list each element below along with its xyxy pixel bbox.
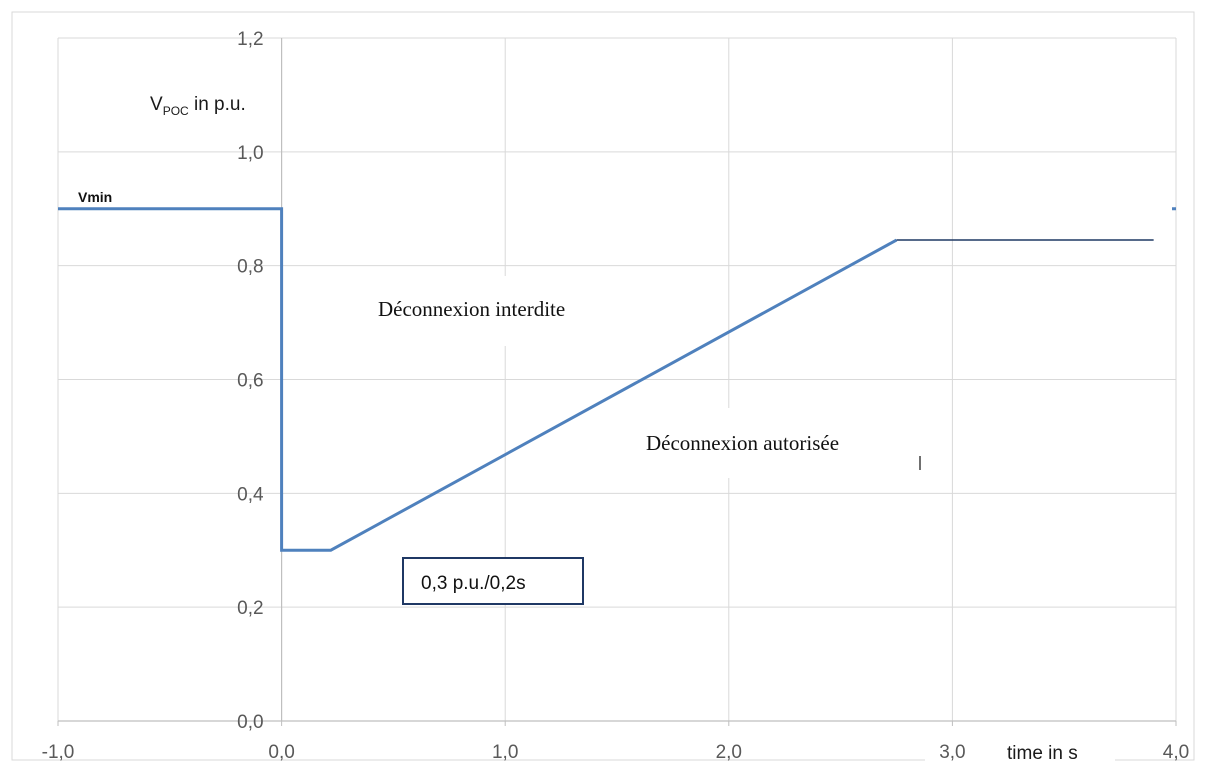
vmin-label: Vmin bbox=[78, 189, 112, 205]
forbidden-zone-label: Déconnexion interdite bbox=[378, 297, 565, 321]
y-tick-label: 1,2 bbox=[237, 29, 263, 50]
slope-annotation-text: 0,3 p.u./0,2s bbox=[421, 573, 526, 594]
x-axis-label: time in s bbox=[1007, 743, 1078, 764]
x-tick-label: 4,0 bbox=[1163, 742, 1189, 763]
x-tick-label: 3,0 bbox=[939, 742, 965, 763]
x-tick-label: 2,0 bbox=[716, 742, 742, 763]
x-tick-label: 1,0 bbox=[492, 742, 518, 763]
y-tick-label: 0,6 bbox=[237, 371, 263, 392]
allowed-zone-label: Déconnexion autorisée bbox=[646, 431, 839, 455]
x-tick-label: 0,0 bbox=[268, 742, 294, 763]
x-tick-label: -1,0 bbox=[42, 742, 75, 763]
y-tick-label: 1,0 bbox=[237, 143, 263, 164]
y-tick-label: 0,2 bbox=[237, 598, 263, 619]
y-tick-label: 0,8 bbox=[237, 257, 263, 278]
y-tick-label: 0,4 bbox=[237, 484, 264, 505]
y-tick-label: 0,0 bbox=[237, 712, 263, 733]
